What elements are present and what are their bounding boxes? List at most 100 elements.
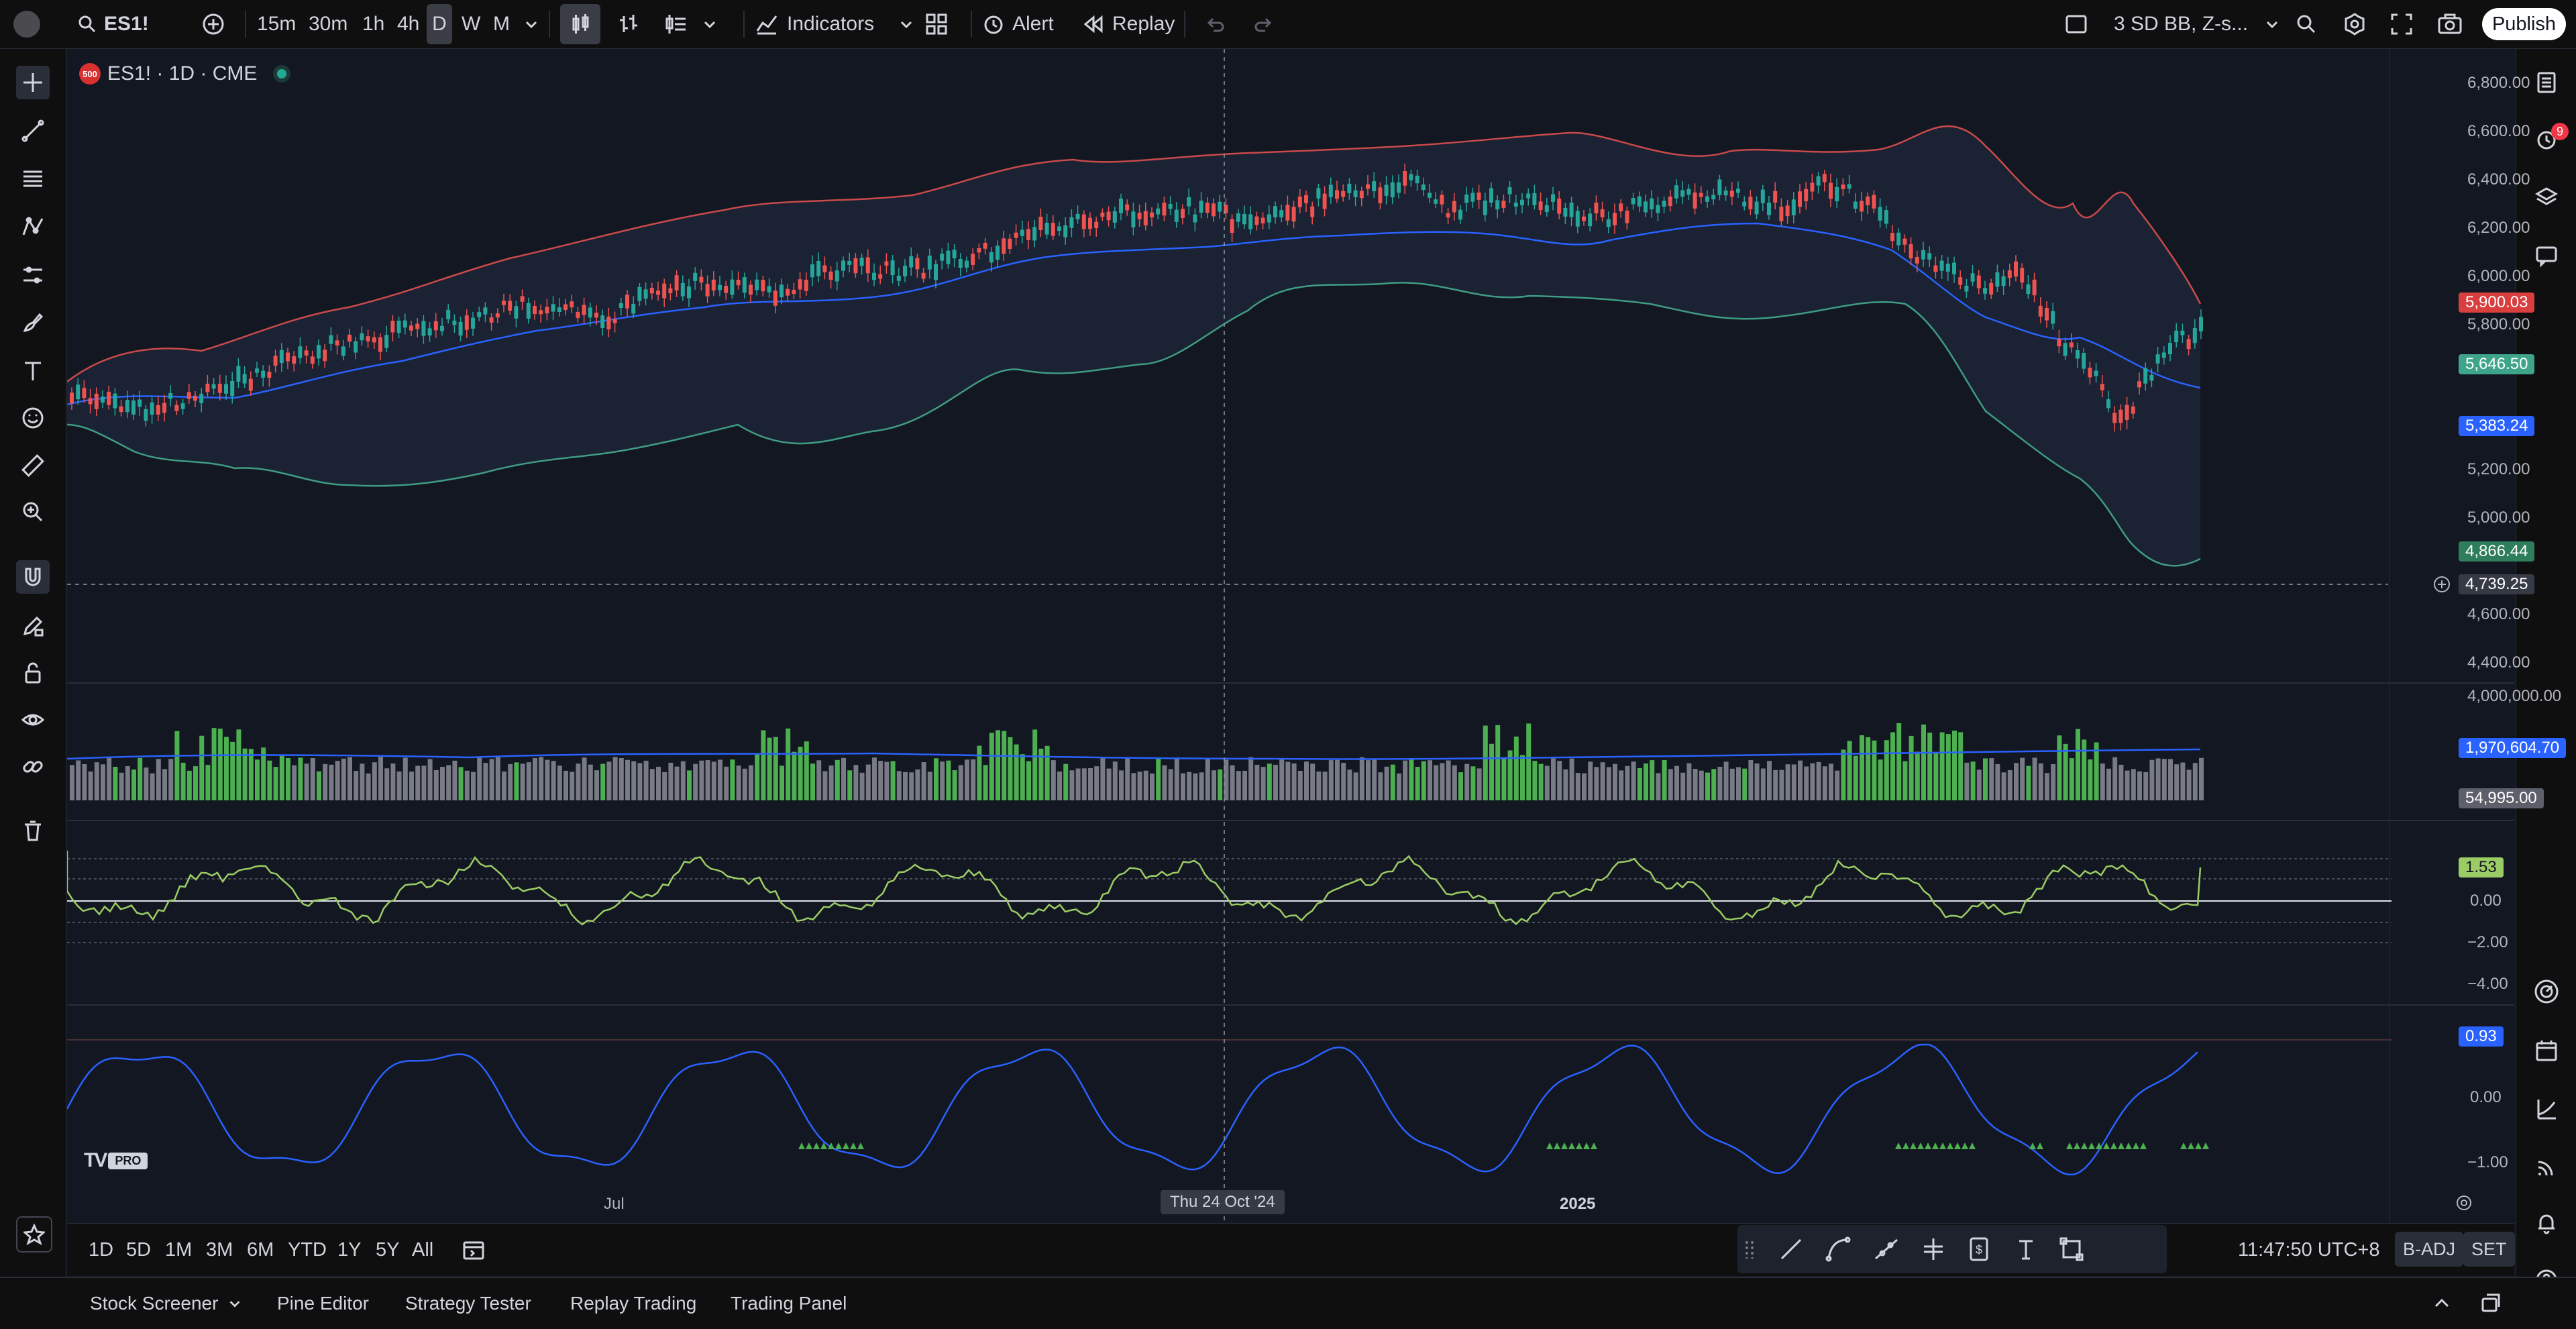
magnet-tool[interactable]: [16, 560, 50, 594]
quick-search-button[interactable]: [2294, 0, 2318, 48]
brush-tool[interactable]: [16, 306, 50, 339]
volume-bar: [1699, 770, 1704, 800]
interval-30m[interactable]: 30m: [309, 13, 348, 35]
pattern-tool[interactable]: [16, 210, 50, 244]
range-5y[interactable]: 5Y: [376, 1238, 400, 1261]
forecasting-tool[interactable]: [16, 258, 50, 292]
trend-line-tool[interactable]: [16, 114, 50, 148]
tab-pine-editor[interactable]: Pine Editor: [277, 1293, 369, 1314]
indicators-button[interactable]: Indicators: [755, 0, 914, 48]
clock-timezone[interactable]: 11:47:50 UTC+8: [2238, 1238, 2380, 1261]
price-axis-label: 6,600.00: [2467, 122, 2530, 140]
redo-button[interactable]: [1253, 0, 1275, 48]
tab-trading-panel[interactable]: Trading Panel: [731, 1293, 847, 1314]
interval-m[interactable]: M: [493, 13, 510, 35]
drag-handle[interactable]: [1744, 1240, 1755, 1259]
publish-button[interactable]: Publish: [2482, 8, 2566, 40]
chart-canvas[interactable]: [67, 49, 2514, 1223]
link-drawings[interactable]: [16, 750, 50, 784]
favorites-tool[interactable]: [16, 1216, 52, 1253]
candle-body: [1717, 179, 1722, 195]
candle-body: [2088, 368, 2092, 378]
back-adjust-toggle[interactable]: B-ADJ: [2395, 1232, 2464, 1267]
volume-bar: [1582, 773, 1587, 800]
undo-button[interactable]: [1204, 0, 1226, 48]
compare-symbol-button[interactable]: [200, 0, 227, 48]
options-button[interactable]: [2530, 1092, 2563, 1126]
alert-button[interactable]: Alert: [981, 0, 1054, 48]
notifications-button[interactable]: [2530, 1206, 2563, 1240]
text-icon: [25, 362, 41, 380]
measure-tool[interactable]: [16, 449, 50, 482]
bars-icon: [620, 15, 637, 32]
interval-15m[interactable]: 15m: [257, 13, 297, 35]
stay-in-drawing-mode[interactable]: [16, 609, 50, 643]
text-box-tool-button[interactable]: [2012, 1236, 2039, 1266]
chart-legend[interactable]: 500 ES1! · 1D · CME: [79, 62, 287, 85]
tab-stock-screener[interactable]: Stock Screener: [90, 1278, 242, 1329]
volume-bar: [477, 757, 482, 800]
chats-button[interactable]: [2530, 239, 2563, 272]
remove-drawings[interactable]: [16, 814, 50, 847]
chart-type-menu-button[interactable]: [664, 0, 718, 48]
collapse-panel-button[interactable]: [2432, 1278, 2452, 1329]
candle-body: [1860, 201, 1864, 212]
snapshot-button[interactable]: [2436, 0, 2463, 48]
layouts-grid-button[interactable]: [924, 0, 949, 48]
interval-4h[interactable]: 4h: [397, 13, 420, 35]
lock-drawings[interactable]: [16, 656, 50, 690]
range-all[interactable]: All: [412, 1238, 434, 1261]
volume-bar: [983, 765, 988, 800]
replay-button[interactable]: Replay: [1081, 0, 1175, 48]
fib-tool[interactable]: [16, 162, 50, 195]
calendar-button[interactable]: [2530, 1034, 2563, 1067]
line-tool-button[interactable]: [1778, 1236, 1805, 1266]
candles-chart-type-button[interactable]: [560, 4, 600, 44]
interval-d-active[interactable]: D: [427, 4, 452, 44]
interval-1h[interactable]: 1h: [362, 13, 385, 35]
interval-dropdown[interactable]: [523, 0, 539, 48]
crosshair-tool[interactable]: [16, 66, 50, 99]
volume-bar: [828, 765, 834, 800]
session-toggle[interactable]: SET: [2463, 1232, 2515, 1267]
fullscreen-button[interactable]: [2390, 0, 2414, 48]
icon-tool[interactable]: [16, 401, 50, 435]
text-tool[interactable]: [16, 354, 50, 388]
range-6m[interactable]: 6M: [247, 1238, 274, 1261]
pitchfork-tool-button[interactable]: [1920, 1236, 1947, 1266]
range-1d[interactable]: 1D: [89, 1238, 114, 1261]
price-label-tool-button[interactable]: $: [1966, 1236, 1992, 1266]
chart-area[interactable]: 500 ES1! · 1D · CME 6,800.00 6,600.00 6,…: [67, 49, 2567, 1223]
zoom-in-tool[interactable]: [16, 495, 50, 529]
range-3m[interactable]: 3M: [206, 1238, 233, 1261]
range-5d[interactable]: 5D: [126, 1238, 152, 1261]
range-1y[interactable]: 1Y: [337, 1238, 362, 1261]
ray-tool-button[interactable]: [1873, 1236, 1900, 1266]
user-avatar[interactable]: [13, 11, 40, 38]
hide-drawings[interactable]: [16, 703, 50, 737]
range-1m[interactable]: 1M: [165, 1238, 193, 1261]
maximize-panel-button[interactable]: [2479, 1278, 2502, 1329]
volume-bar: [551, 761, 556, 800]
candle-body: [1440, 195, 1444, 205]
bar-style-button[interactable]: [617, 0, 641, 48]
goto-date-button[interactable]: [462, 1224, 486, 1276]
streams-button[interactable]: [2530, 1149, 2563, 1183]
chat-icon: [2536, 246, 2557, 268]
settings-button[interactable]: [2343, 0, 2367, 48]
time-axis-settings-icon[interactable]: [2454, 1193, 2474, 1216]
add-alert-plus-icon[interactable]: [2432, 574, 2452, 594]
interval-w[interactable]: W: [462, 13, 481, 35]
tab-strategy-tester[interactable]: Strategy Tester: [405, 1293, 531, 1314]
curve-tool-button[interactable]: [1825, 1236, 1851, 1266]
object-tree-button[interactable]: [2530, 181, 2563, 215]
watchlist-button[interactable]: [2530, 66, 2563, 99]
range-ytd[interactable]: YTD: [288, 1238, 327, 1261]
layout-select[interactable]: 3 SD BB, Z-s...: [2064, 0, 2280, 48]
symbol-search[interactable]: ES1!: [77, 0, 149, 48]
tab-replay-trading[interactable]: Replay Trading: [570, 1293, 697, 1314]
rectangle-tool-button[interactable]: [2058, 1236, 2085, 1266]
alerts-button[interactable]: 9: [2530, 123, 2569, 156]
technicals-button[interactable]: [2530, 975, 2563, 1008]
volume-bar: [1224, 759, 1229, 800]
